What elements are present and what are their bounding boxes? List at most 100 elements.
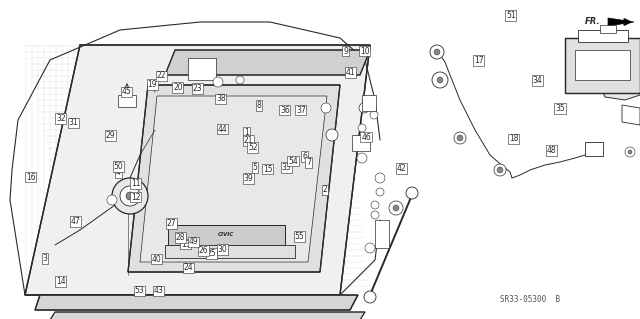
Circle shape [494, 164, 506, 176]
Text: 44: 44 [218, 125, 228, 134]
Circle shape [236, 76, 244, 84]
Text: 39: 39 [243, 174, 253, 183]
Text: FR.: FR. [584, 18, 600, 26]
Circle shape [628, 150, 632, 154]
Text: 7: 7 [306, 158, 311, 167]
Text: 43: 43 [154, 286, 164, 295]
Circle shape [497, 167, 503, 173]
Text: 4: 4 [116, 168, 121, 177]
Bar [585, 142, 603, 156]
Bar [362, 95, 376, 111]
Text: 2: 2 [323, 185, 328, 194]
Text: 46: 46 [361, 133, 371, 142]
Text: 19: 19 [147, 80, 157, 89]
Text: 22: 22 [157, 71, 166, 80]
Text: 20: 20 [173, 83, 183, 92]
Circle shape [376, 188, 384, 196]
Text: 32: 32 [56, 114, 66, 123]
Text: 5: 5 [252, 163, 257, 172]
Circle shape [454, 132, 466, 144]
Text: 37: 37 [296, 106, 306, 115]
Circle shape [364, 291, 376, 303]
Polygon shape [165, 245, 295, 258]
Text: 51: 51 [506, 11, 516, 20]
Polygon shape [600, 72, 640, 100]
Text: 47: 47 [70, 217, 81, 226]
Text: 52: 52 [248, 143, 258, 152]
Circle shape [406, 187, 418, 199]
Text: 11: 11 [131, 179, 140, 188]
Text: 6: 6 [302, 152, 307, 161]
Text: 17: 17 [474, 56, 484, 65]
Circle shape [321, 103, 331, 113]
Circle shape [437, 77, 443, 83]
Text: 49: 49 [188, 237, 198, 246]
Text: 42: 42 [397, 164, 407, 173]
Circle shape [358, 124, 366, 132]
Bar [565, 38, 640, 93]
Circle shape [371, 211, 379, 219]
Text: 45: 45 [122, 87, 132, 96]
Text: 55: 55 [294, 232, 305, 241]
Text: 48: 48 [547, 146, 557, 155]
Text: 36: 36 [280, 106, 290, 115]
Text: 8: 8 [257, 101, 262, 110]
Polygon shape [140, 96, 327, 262]
Polygon shape [128, 85, 340, 272]
Text: 16: 16 [26, 173, 36, 182]
Text: 33: 33 [282, 163, 292, 172]
Circle shape [112, 178, 148, 214]
Bar [352, 135, 370, 151]
Text: 54: 54 [288, 157, 298, 166]
Text: 35: 35 [555, 104, 565, 113]
Circle shape [457, 135, 463, 141]
Text: 3: 3 [42, 254, 47, 263]
Polygon shape [50, 312, 365, 319]
Circle shape [326, 129, 338, 141]
Text: 18: 18 [509, 134, 518, 143]
Text: 13: 13 [180, 240, 191, 249]
Text: 30: 30 [218, 245, 228, 254]
Text: 21: 21 [244, 136, 253, 145]
Bar [565, 38, 640, 93]
Polygon shape [165, 50, 370, 75]
Polygon shape [622, 105, 640, 125]
Circle shape [365, 243, 375, 253]
Circle shape [371, 201, 379, 209]
Circle shape [359, 103, 369, 113]
Text: 31: 31 [68, 118, 79, 127]
Text: 9: 9 [343, 47, 348, 56]
Text: 23: 23 [192, 84, 202, 93]
Circle shape [120, 186, 140, 206]
Circle shape [370, 111, 378, 119]
Bar [118, 95, 136, 107]
Circle shape [625, 147, 635, 157]
Polygon shape [25, 45, 370, 295]
Text: 40: 40 [152, 255, 162, 263]
Text: 29: 29 [105, 131, 115, 140]
Text: CIVIC: CIVIC [218, 233, 234, 238]
Bar [578, 30, 628, 42]
Circle shape [393, 205, 399, 211]
Bar [188, 58, 216, 80]
Bar [575, 50, 630, 80]
Text: 41: 41 [346, 68, 356, 77]
Circle shape [432, 72, 448, 88]
Text: 1: 1 [244, 128, 249, 137]
Circle shape [434, 49, 440, 55]
Polygon shape [168, 225, 285, 245]
Text: 38: 38 [216, 94, 226, 103]
Text: 25: 25 [206, 249, 216, 258]
Text: SR33-05300  B: SR33-05300 B [500, 295, 560, 305]
Text: 28: 28 [176, 233, 185, 242]
Text: 24: 24 [184, 263, 194, 272]
Polygon shape [35, 295, 358, 310]
Circle shape [213, 77, 223, 87]
Text: 34: 34 [532, 76, 543, 85]
Bar [375, 220, 389, 248]
Text: 50: 50 [113, 162, 124, 171]
Circle shape [389, 201, 403, 215]
Text: 53: 53 [134, 286, 145, 295]
Polygon shape [608, 18, 634, 26]
Circle shape [126, 192, 134, 200]
